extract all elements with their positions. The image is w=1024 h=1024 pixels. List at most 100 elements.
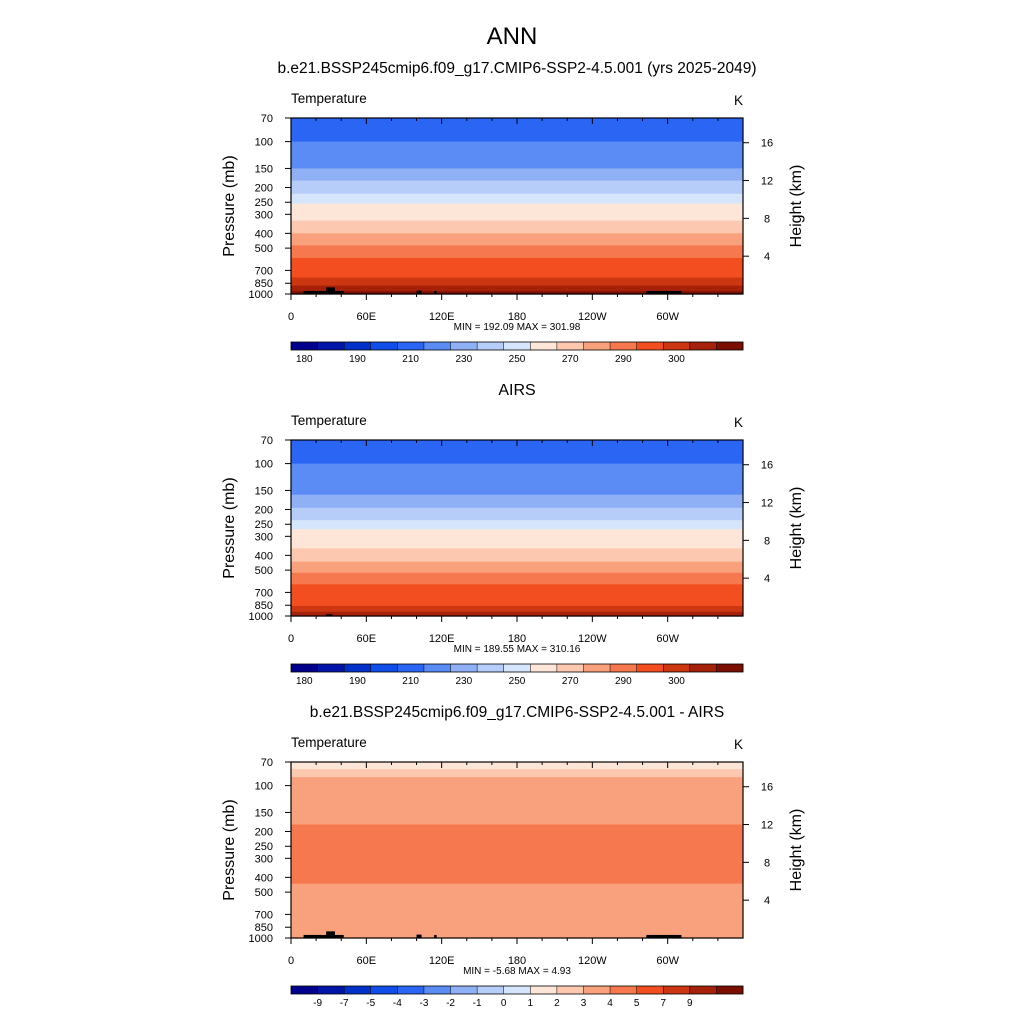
topography-mask — [326, 614, 333, 616]
contour-band — [291, 277, 743, 287]
panel-3: b.e21.BSSP245cmip6.f09_g17.CMIP6-SSP2-4.… — [221, 704, 805, 1009]
y-tick-label: 100 — [255, 459, 273, 471]
topography-mask — [326, 931, 335, 938]
colorbar-label: 270 — [562, 354, 579, 365]
main-title: ANN — [487, 23, 538, 50]
colorbar-swatch — [291, 986, 318, 994]
topography-mask — [646, 934, 682, 938]
y-tick-label: 500 — [255, 243, 273, 255]
y-tick-label: 100 — [255, 781, 273, 793]
y-tick-label: 400 — [255, 550, 273, 562]
contour-band — [291, 538, 743, 549]
variable-label: Temperature — [291, 91, 367, 106]
contour-band — [291, 494, 743, 509]
variable-label: Temperature — [291, 413, 367, 428]
colorbar-swatch — [716, 342, 744, 350]
colorbar-swatch — [636, 986, 664, 994]
x-tick-label: 0 — [288, 955, 294, 967]
colorbar-label: 210 — [402, 354, 419, 365]
colorbar-label: 180 — [296, 354, 313, 365]
colorbar-swatch — [450, 664, 478, 672]
x-tick-label: 60W — [656, 311, 679, 323]
colorbar-label: -7 — [340, 998, 349, 1009]
y-tick-label: 150 — [255, 163, 273, 175]
height-tick-label: 12 — [761, 820, 773, 832]
contour-band — [291, 507, 743, 521]
x-tick-label: 120E — [429, 955, 455, 967]
colorbar-label: 270 — [562, 676, 579, 687]
y-tick-label: 400 — [255, 872, 273, 884]
y-tick-label: 250 — [255, 519, 273, 531]
colorbar-label: 250 — [509, 354, 526, 365]
y-tick-label: 700 — [255, 265, 273, 277]
contour-band — [291, 212, 743, 222]
y-tick-label: 200 — [255, 182, 273, 194]
colorbar-swatch — [610, 664, 638, 672]
x-tick-label: 120W — [578, 633, 607, 645]
colorbar-swatch — [503, 986, 531, 994]
colorbar-swatch — [663, 342, 691, 350]
colorbar-swatch — [556, 986, 584, 994]
colorbar-swatch — [610, 342, 638, 350]
y-tick-label: 1000 — [249, 611, 273, 623]
colorbar-label: 5 — [634, 998, 640, 1009]
contour-band — [291, 561, 743, 574]
height-tick-label: 12 — [761, 176, 773, 188]
x-tick-label: 60W — [656, 955, 679, 967]
colorbar-swatch — [450, 342, 478, 350]
topography-mask — [434, 934, 437, 938]
colorbar-label: 0 — [501, 998, 507, 1009]
y-tick-label: 150 — [255, 485, 273, 497]
contour-band — [291, 777, 743, 787]
colorbar-swatch — [370, 986, 398, 994]
height-tick-label: 12 — [761, 498, 773, 510]
contour-band — [291, 233, 743, 247]
topography-mask — [416, 290, 422, 294]
colorbar-swatch — [583, 986, 611, 994]
colorbar-label: 2 — [554, 998, 560, 1009]
topography-mask — [416, 934, 422, 938]
colorbar-swatch — [317, 342, 345, 350]
colorbar-swatch — [636, 342, 664, 350]
y-tick-label: 400 — [255, 228, 273, 240]
contour-band — [291, 480, 743, 496]
colorbar-swatch — [344, 342, 372, 350]
colorbar-swatch — [477, 664, 505, 672]
contour-band — [291, 203, 743, 213]
contour-band — [291, 883, 743, 911]
y-tick-label: 70 — [261, 757, 273, 769]
contour-band — [291, 572, 743, 585]
colorbar-swatch — [556, 342, 584, 350]
y-tick-label: 70 — [261, 113, 273, 125]
y-tick-label: 500 — [255, 887, 273, 899]
colorbar-swatch — [716, 986, 744, 994]
contour-band — [291, 785, 743, 826]
contour-band — [291, 584, 743, 597]
colorbar-label: 7 — [660, 998, 666, 1009]
colorbar-swatch — [344, 986, 372, 994]
height-tick-label: 16 — [761, 460, 773, 472]
min-max-stats: MIN = 189.55 MAX = 310.16 — [454, 644, 581, 655]
x-tick-label: 180 — [508, 955, 526, 967]
right-axis-label: Height (km) — [788, 165, 805, 248]
x-tick-label: 0 — [288, 633, 294, 645]
colorbar-swatch — [397, 664, 425, 672]
y-tick-label: 850 — [255, 922, 273, 934]
colorbar-swatch — [610, 986, 638, 994]
colorbar-label: -4 — [393, 998, 402, 1009]
min-max-stats: MIN = 192.09 MAX = 301.98 — [454, 322, 581, 333]
colorbar-label: 300 — [668, 354, 685, 365]
x-tick-label: 60W — [656, 633, 679, 645]
height-tick-label: 16 — [761, 138, 773, 150]
colorbar-swatch — [291, 664, 318, 672]
contour-band — [291, 245, 743, 259]
contour-band — [291, 837, 743, 875]
colorbar-label: 230 — [455, 676, 472, 687]
y-tick-label: 150 — [255, 807, 273, 819]
contour-band — [291, 596, 743, 607]
y-tick-label: 100 — [255, 137, 273, 149]
y-axis-label: Pressure (mb) — [221, 799, 238, 900]
panel-2: AIRS Temperature K 0 60E 120E 180 120W 60W 70 100 1… — [221, 382, 805, 687]
colorbar-swatch — [477, 986, 505, 994]
colorbar-swatch — [397, 342, 425, 350]
